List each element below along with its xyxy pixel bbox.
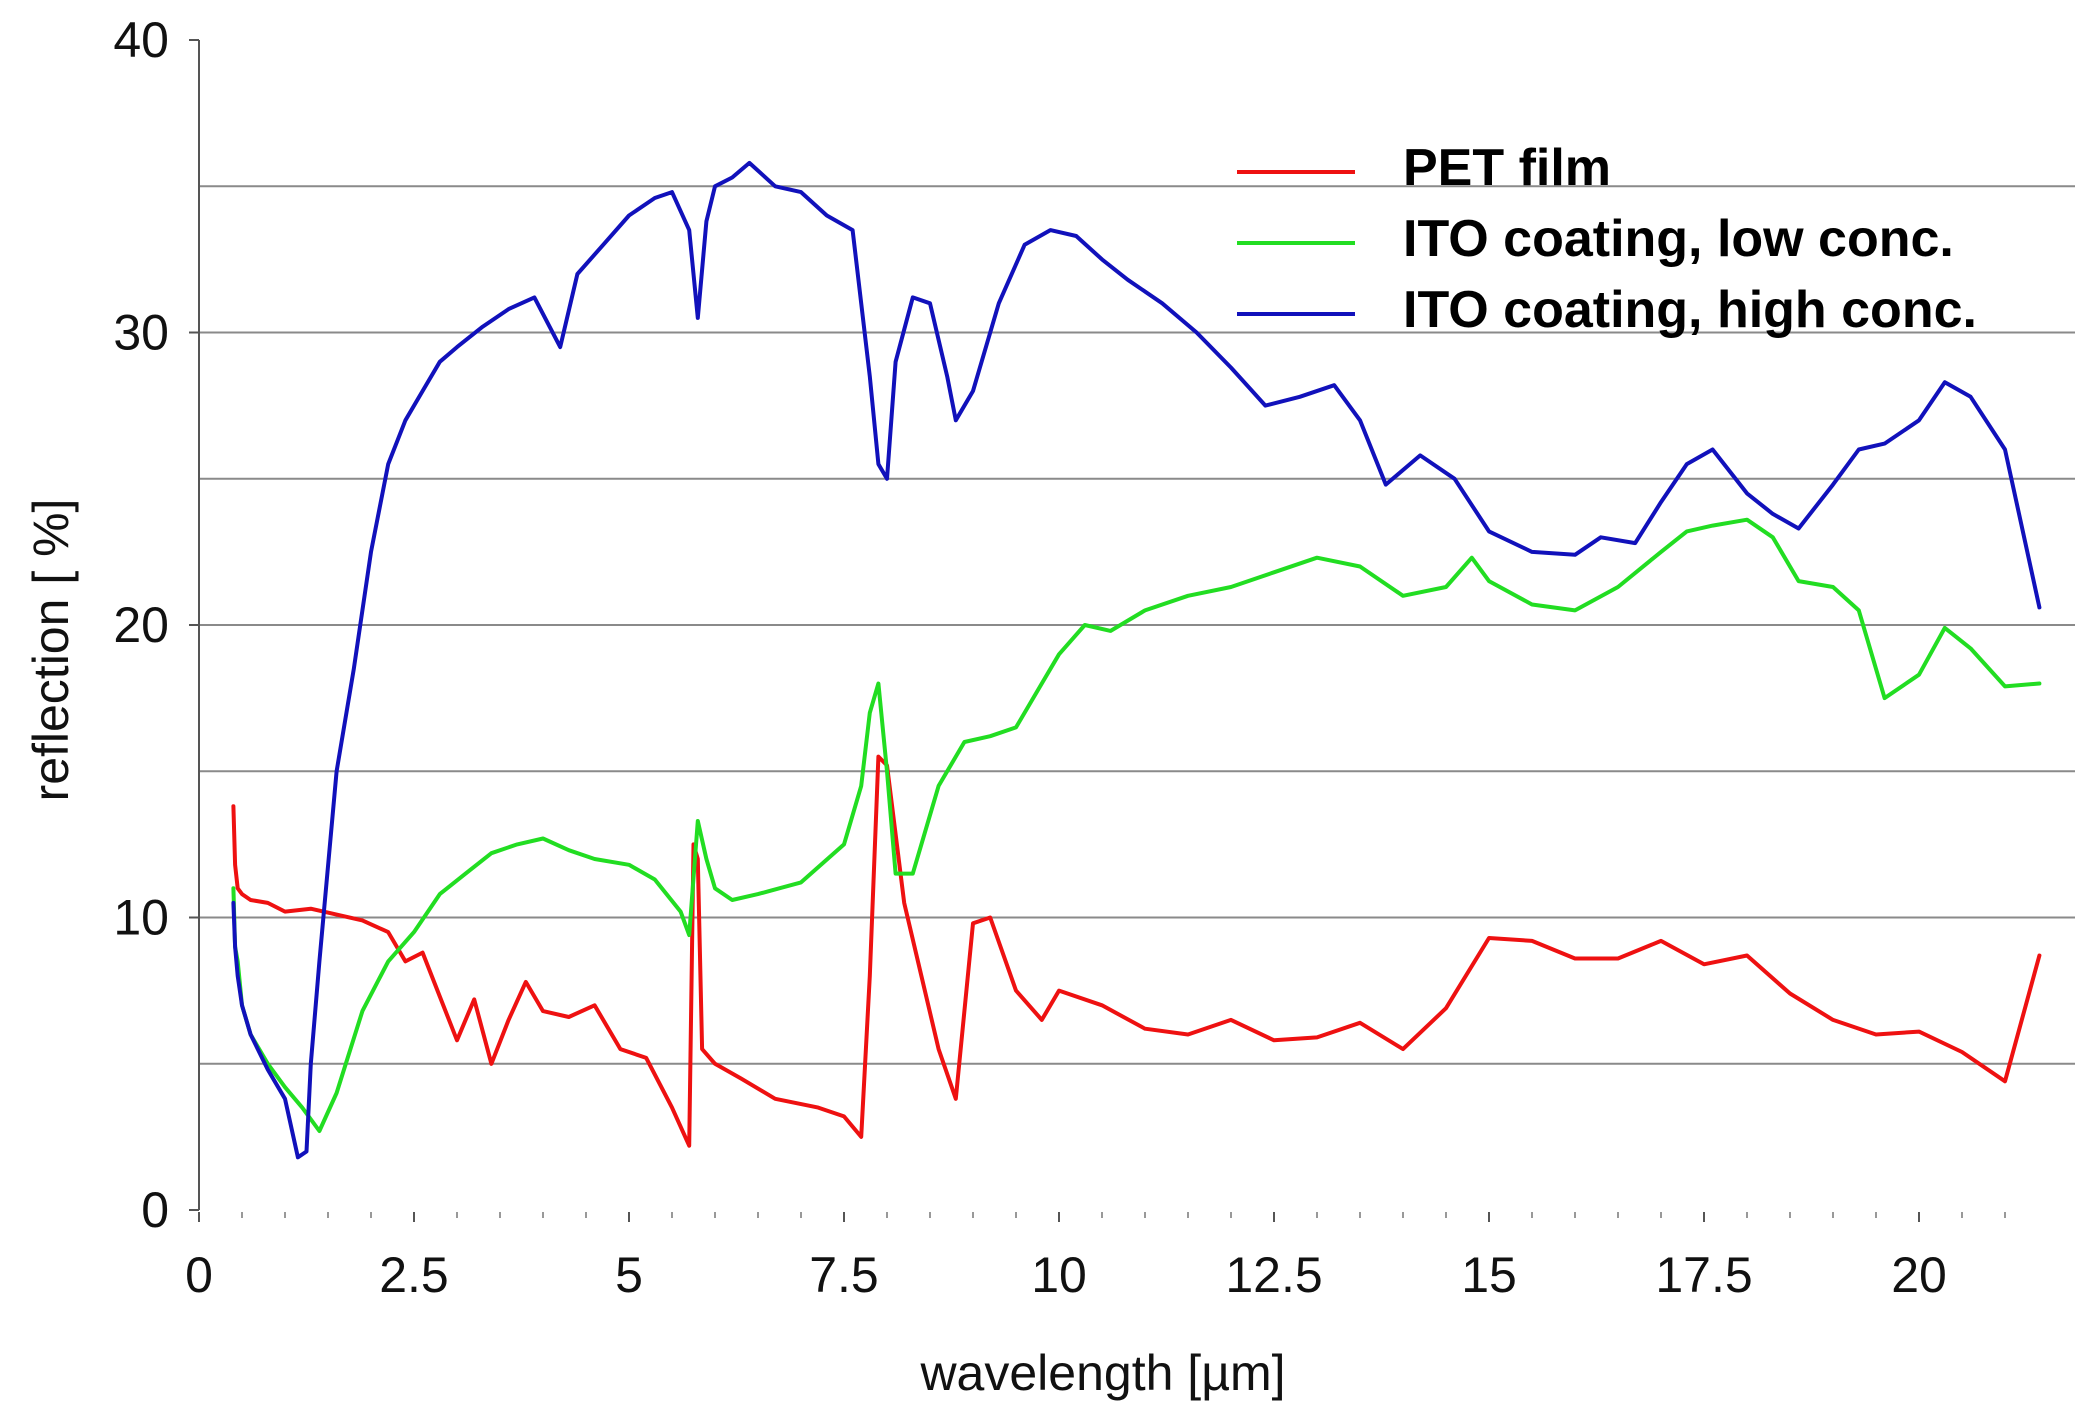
gridlines [199,185,2075,1065]
x-tick-label: 10 [1031,1247,1087,1303]
x-axis-ticks: 0 2.5 5 7.5 10 12.5 15 17.5 20 [185,1212,2006,1303]
series-pet-film [231,754,2042,1148]
x-tick-label: 2.5 [379,1247,449,1303]
legend-label-pet-film: PET film [1403,139,1611,197]
y-axis-title: reflection [ %] [23,499,79,802]
y-tick-label: 0 [141,1182,169,1238]
x-tick-label: 15 [1461,1247,1517,1303]
data-series [231,160,2042,1160]
y-tick-label: 40 [113,12,169,68]
series-ito-high-conc [231,160,2042,1160]
x-tick-label: 7.5 [809,1247,879,1303]
x-tick-label: 5 [615,1247,643,1303]
x-tick-label: 17.5 [1655,1247,1752,1303]
x-axis-title: wavelength [µm] [919,1345,1285,1401]
legend: PET film ITO coating, low conc. ITO coat… [1237,139,1977,339]
y-tick-label: 30 [113,305,169,361]
y-tick-label: 20 [113,597,169,653]
legend-label-ito-high: ITO coating, high conc. [1403,281,1977,339]
legend-label-ito-low: ITO coating, low conc. [1403,210,1954,268]
x-tick-label: 0 [185,1247,213,1303]
y-axis-ticks: 0 10 20 30 40 [113,12,199,1238]
x-tick-label: 12.5 [1225,1247,1322,1303]
series-ito-low-conc [231,517,2042,1133]
x-tick-label: 20 [1891,1247,1947,1303]
y-tick-label: 10 [113,890,169,946]
